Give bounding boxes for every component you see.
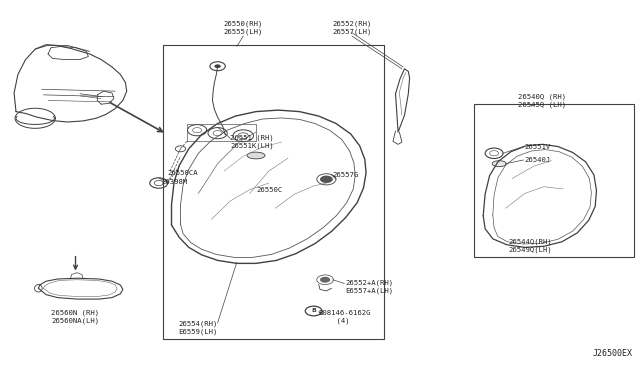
Bar bbox=[474, 104, 634, 257]
Text: J26500EX: J26500EX bbox=[593, 349, 632, 358]
Text: 26551 (RH)
26551K(LH): 26551 (RH) 26551K(LH) bbox=[230, 134, 274, 148]
Ellipse shape bbox=[492, 161, 506, 167]
Circle shape bbox=[320, 176, 333, 183]
Ellipse shape bbox=[247, 152, 265, 159]
Text: 26550CA: 26550CA bbox=[168, 170, 198, 176]
Text: 26557G: 26557G bbox=[333, 172, 359, 178]
Text: 26552+A(RH)
E6557+A(LH): 26552+A(RH) E6557+A(LH) bbox=[346, 279, 394, 294]
Text: 26540Q (RH)
26545Q (LH): 26540Q (RH) 26545Q (LH) bbox=[518, 93, 566, 108]
Text: B08146-6162G
    (4): B08146-6162G (4) bbox=[319, 310, 371, 324]
Bar bbox=[163, 45, 384, 339]
Text: 26398M: 26398M bbox=[162, 179, 188, 185]
Text: 26540J: 26540J bbox=[525, 157, 551, 163]
Text: 26544Q(RH)
26549Q(LH): 26544Q(RH) 26549Q(LH) bbox=[509, 238, 552, 253]
Text: 26550(RH)
26555(LH): 26550(RH) 26555(LH) bbox=[223, 21, 263, 35]
Text: 26552(RH)
26557(LH): 26552(RH) 26557(LH) bbox=[332, 21, 372, 35]
Circle shape bbox=[320, 277, 330, 283]
Text: 26551V: 26551V bbox=[525, 144, 551, 150]
Circle shape bbox=[214, 64, 221, 68]
Text: 26560N (RH)
26560NA(LH): 26560N (RH) 26560NA(LH) bbox=[51, 310, 100, 324]
Text: 26550C: 26550C bbox=[256, 187, 282, 193]
Text: 26554(RH)
E6559(LH): 26554(RH) E6559(LH) bbox=[179, 321, 218, 335]
Text: B: B bbox=[311, 308, 316, 314]
